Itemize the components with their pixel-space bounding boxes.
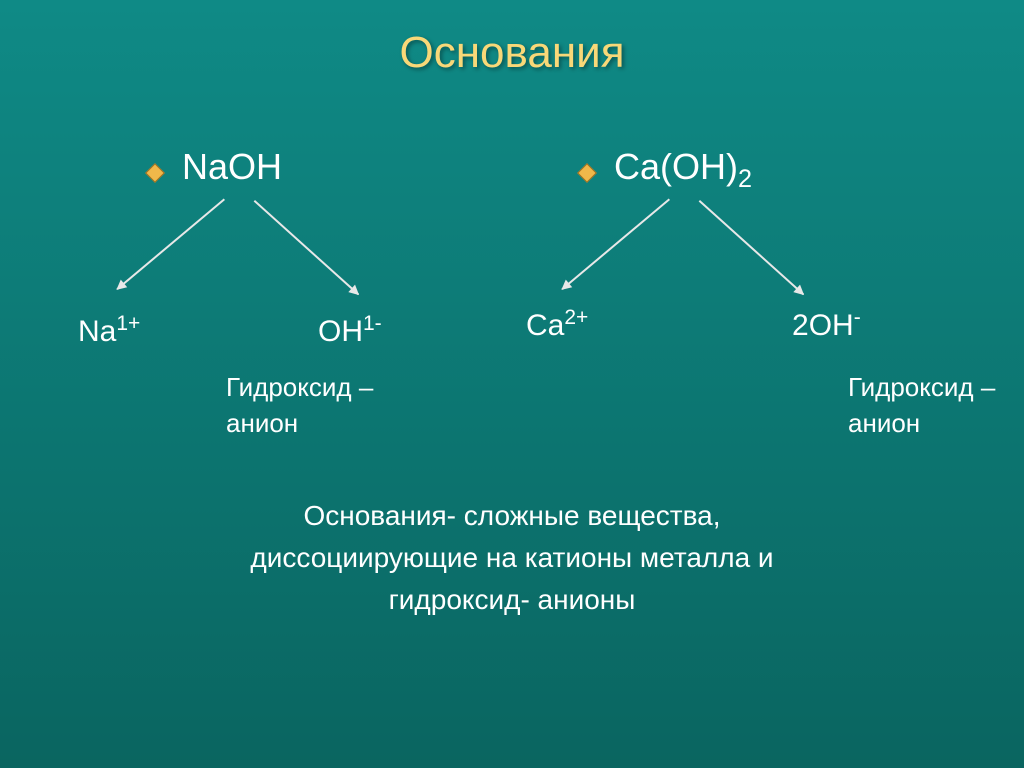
hydroxide-label-left-2: анион [226, 408, 298, 439]
ion-coeff: 2 [792, 309, 809, 342]
formula-caoh2: Ca(OH)2 [614, 146, 752, 194]
cation-ca: Ca2+ [526, 306, 588, 343]
formula-sub: 2 [738, 165, 752, 193]
ion-base: Ca [526, 309, 564, 342]
ion-charge: - [854, 306, 861, 329]
bullet-icon [577, 163, 597, 183]
ion-charge: 1- [363, 312, 382, 335]
ion-charge: 2+ [564, 306, 588, 329]
arrow-line [561, 198, 670, 290]
ion-base: OH [318, 315, 363, 348]
arrow-line [699, 200, 804, 295]
hydroxide-label-right: Гидроксид – [848, 372, 995, 403]
arrow-line [116, 198, 225, 290]
hydroxide-label-right-2: анион [848, 408, 920, 439]
cation-na: Na1+ [78, 312, 140, 349]
slide: Основания NaOH Na1+ OH1- Гидроксид – ани… [0, 0, 1024, 768]
definition-line-3: гидроксид- анионы [0, 584, 1024, 616]
anion-oh-right: 2OH- [792, 306, 861, 343]
slide-title: Основания [0, 28, 1024, 78]
formula-text: Ca(OH) [614, 146, 738, 187]
anion-oh-left: OH1- [318, 312, 382, 349]
ion-base: Na [78, 315, 116, 348]
ion-charge: 1+ [116, 312, 140, 335]
ion-base: OH [809, 309, 854, 342]
arrow-line [254, 200, 359, 295]
hydroxide-label-left: Гидроксид – [226, 372, 373, 403]
definition-line-2: диссоциирующие на катионы металла и [0, 542, 1024, 574]
formula-text: NaOH [182, 146, 282, 187]
definition-line-1: Основания- сложные вещества, [0, 500, 1024, 532]
bullet-icon [145, 163, 165, 183]
formula-naoh: NaOH [182, 146, 282, 188]
